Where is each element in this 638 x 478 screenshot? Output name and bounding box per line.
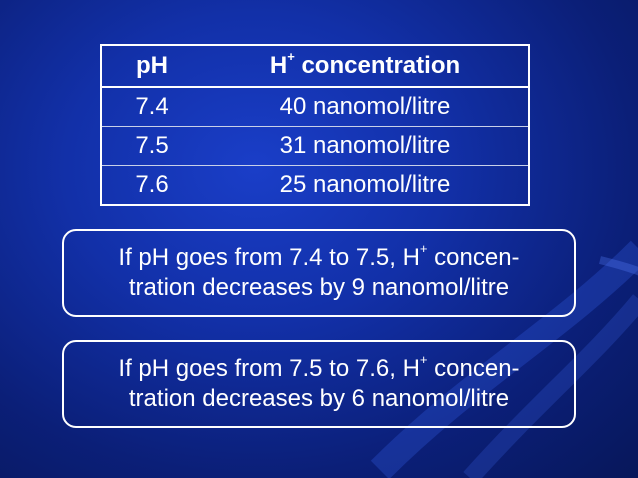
callout-text-prefix: If pH goes from 7.5 to 7.6, H — [118, 355, 420, 382]
callout-line-2: tration decreases by 6 nanomol/litre — [128, 385, 510, 412]
callout-box-second: If pH goes from 7.5 to 7.6, H+ concen- t… — [62, 340, 576, 428]
callout-sup: + — [419, 241, 428, 256]
row-ph: 7.4 — [101, 87, 202, 127]
table-header-row: pH H+ concentration — [101, 45, 529, 88]
row-concentration: 31 nanomol/litre — [202, 126, 529, 166]
header-ph: pH — [101, 45, 202, 88]
callout-line-2: tration decreases by 9 nanomol/litre — [128, 274, 510, 301]
callout-text-suffix: concen- — [427, 244, 520, 271]
header-conc-prefix: H — [269, 52, 288, 79]
row-ph: 7.6 — [135, 171, 169, 198]
row-concentration: 25 nanomol/litre — [279, 171, 451, 198]
callout-sup: + — [419, 352, 428, 367]
callout-text-prefix: If pH goes from 7.4 to 7.5, H — [118, 244, 420, 271]
table-row: 7.6 25 nanomol/litre — [101, 166, 529, 206]
callout-box-first: If pH goes from 7.4 to 7.5, H+ concen- t… — [62, 229, 576, 317]
row-concentration: 40 nanomol/litre — [202, 87, 529, 127]
table-row: 7.5 31 nanomol/litre — [101, 126, 529, 166]
callout-line-1: If pH goes from 7.4 to 7.5, H+ concen- — [64, 241, 574, 273]
row-ph: 7.5 — [101, 126, 202, 166]
table-row: 7.4 40 nanomol/litre — [101, 87, 529, 127]
header-concentration: H+ concentration — [202, 45, 529, 88]
header-conc-suffix: concentration — [294, 52, 461, 79]
callout-text-suffix: concen- — [427, 355, 520, 382]
ph-concentration-table: pH H+ concentration 7.4 40 nanomol/litre… — [100, 44, 530, 206]
callout-line-1: If pH goes from 7.5 to 7.6, H+ concen- — [64, 352, 574, 384]
header-conc-sup: + — [287, 49, 295, 64]
